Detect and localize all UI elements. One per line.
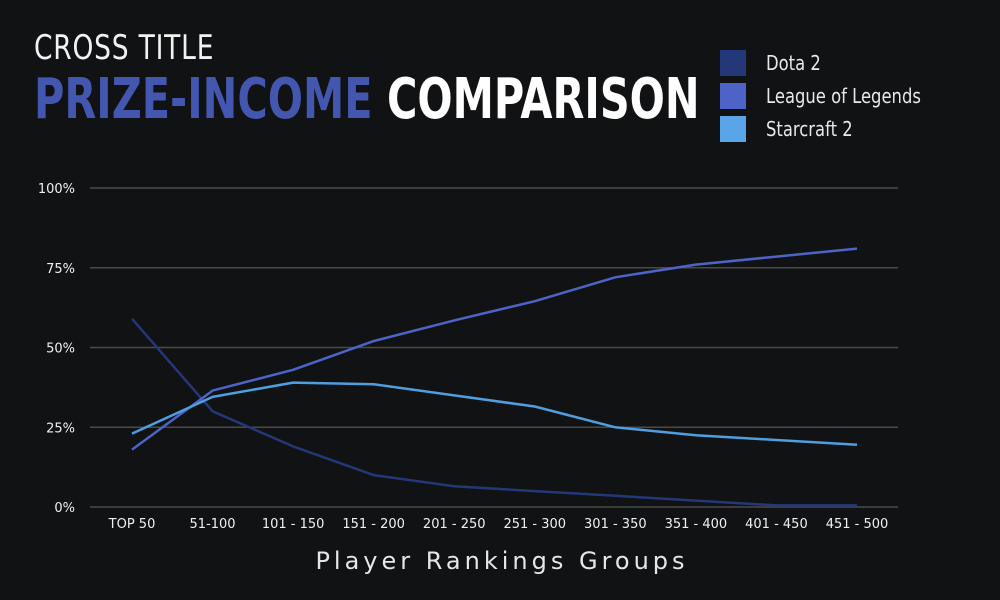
x-axis-ticks: TOP 50 51-100 101 - 150 151 - 200 201 - 250 2… (108, 517, 889, 532)
series-line-starcraft-2 (131, 381, 858, 447)
legend-item-league-of-legends: League of Legends (720, 79, 955, 112)
y-tick-label: 100% (38, 182, 75, 197)
legend-item-dota2: Dota 2 (720, 46, 955, 79)
legend-label-league-of-legends: League of Legends (766, 83, 921, 108)
legend-swatch-league-of-legends (720, 82, 746, 109)
series-line-dota-2 (131, 317, 857, 507)
x-tick-label: 201 - 250 (423, 517, 486, 532)
y-tick-label: 25% (46, 421, 75, 436)
chart-title-line2: PRIZE-INCOME COMPARISON (34, 68, 700, 132)
x-tick-label: 351 - 400 (665, 517, 728, 532)
x-tick-label: 51-100 (190, 517, 236, 532)
y-axis-ticks: 0% 25% 50% 75% 100% (38, 182, 75, 516)
chart-title: CROSS TITLE PRIZE-INCOME COMPARISON (34, 28, 933, 132)
series-line-league-of-legends (131, 247, 858, 451)
legend-item-starcraft2: Starcraft 2 (720, 112, 955, 145)
x-tick-label: 451 - 500 (826, 517, 889, 532)
y-tick-label: 75% (46, 262, 75, 277)
x-tick-label: 401 - 450 (745, 517, 808, 532)
x-tick-label: 251 - 300 (503, 517, 566, 532)
chart-title-accent: PRIZE-INCOME (34, 67, 373, 132)
legend: Dota 2 League of Legends Starcraft 2 (720, 46, 955, 145)
legend-swatch-starcraft2 (720, 115, 746, 142)
x-tick-label: TOP 50 (108, 517, 156, 532)
chart-title-line1: CROSS TITLE (34, 28, 215, 68)
series-lines (131, 247, 858, 507)
y-tick-label: 50% (46, 342, 75, 357)
legend-swatch-dota2 (720, 49, 746, 76)
y-tick-label: 0% (54, 501, 75, 516)
legend-label-dota2: Dota 2 (766, 50, 821, 75)
chart-title-rest: COMPARISON (386, 67, 700, 132)
x-tick-label: 301 - 350 (584, 517, 647, 532)
gridlines (90, 187, 898, 508)
legend-label-starcraft2: Starcraft 2 (766, 116, 853, 141)
x-tick-label: 151 - 200 (342, 517, 405, 532)
x-axis-label: Player Rankings Groups (315, 547, 688, 575)
x-tick-label: 101 - 150 (262, 517, 325, 532)
